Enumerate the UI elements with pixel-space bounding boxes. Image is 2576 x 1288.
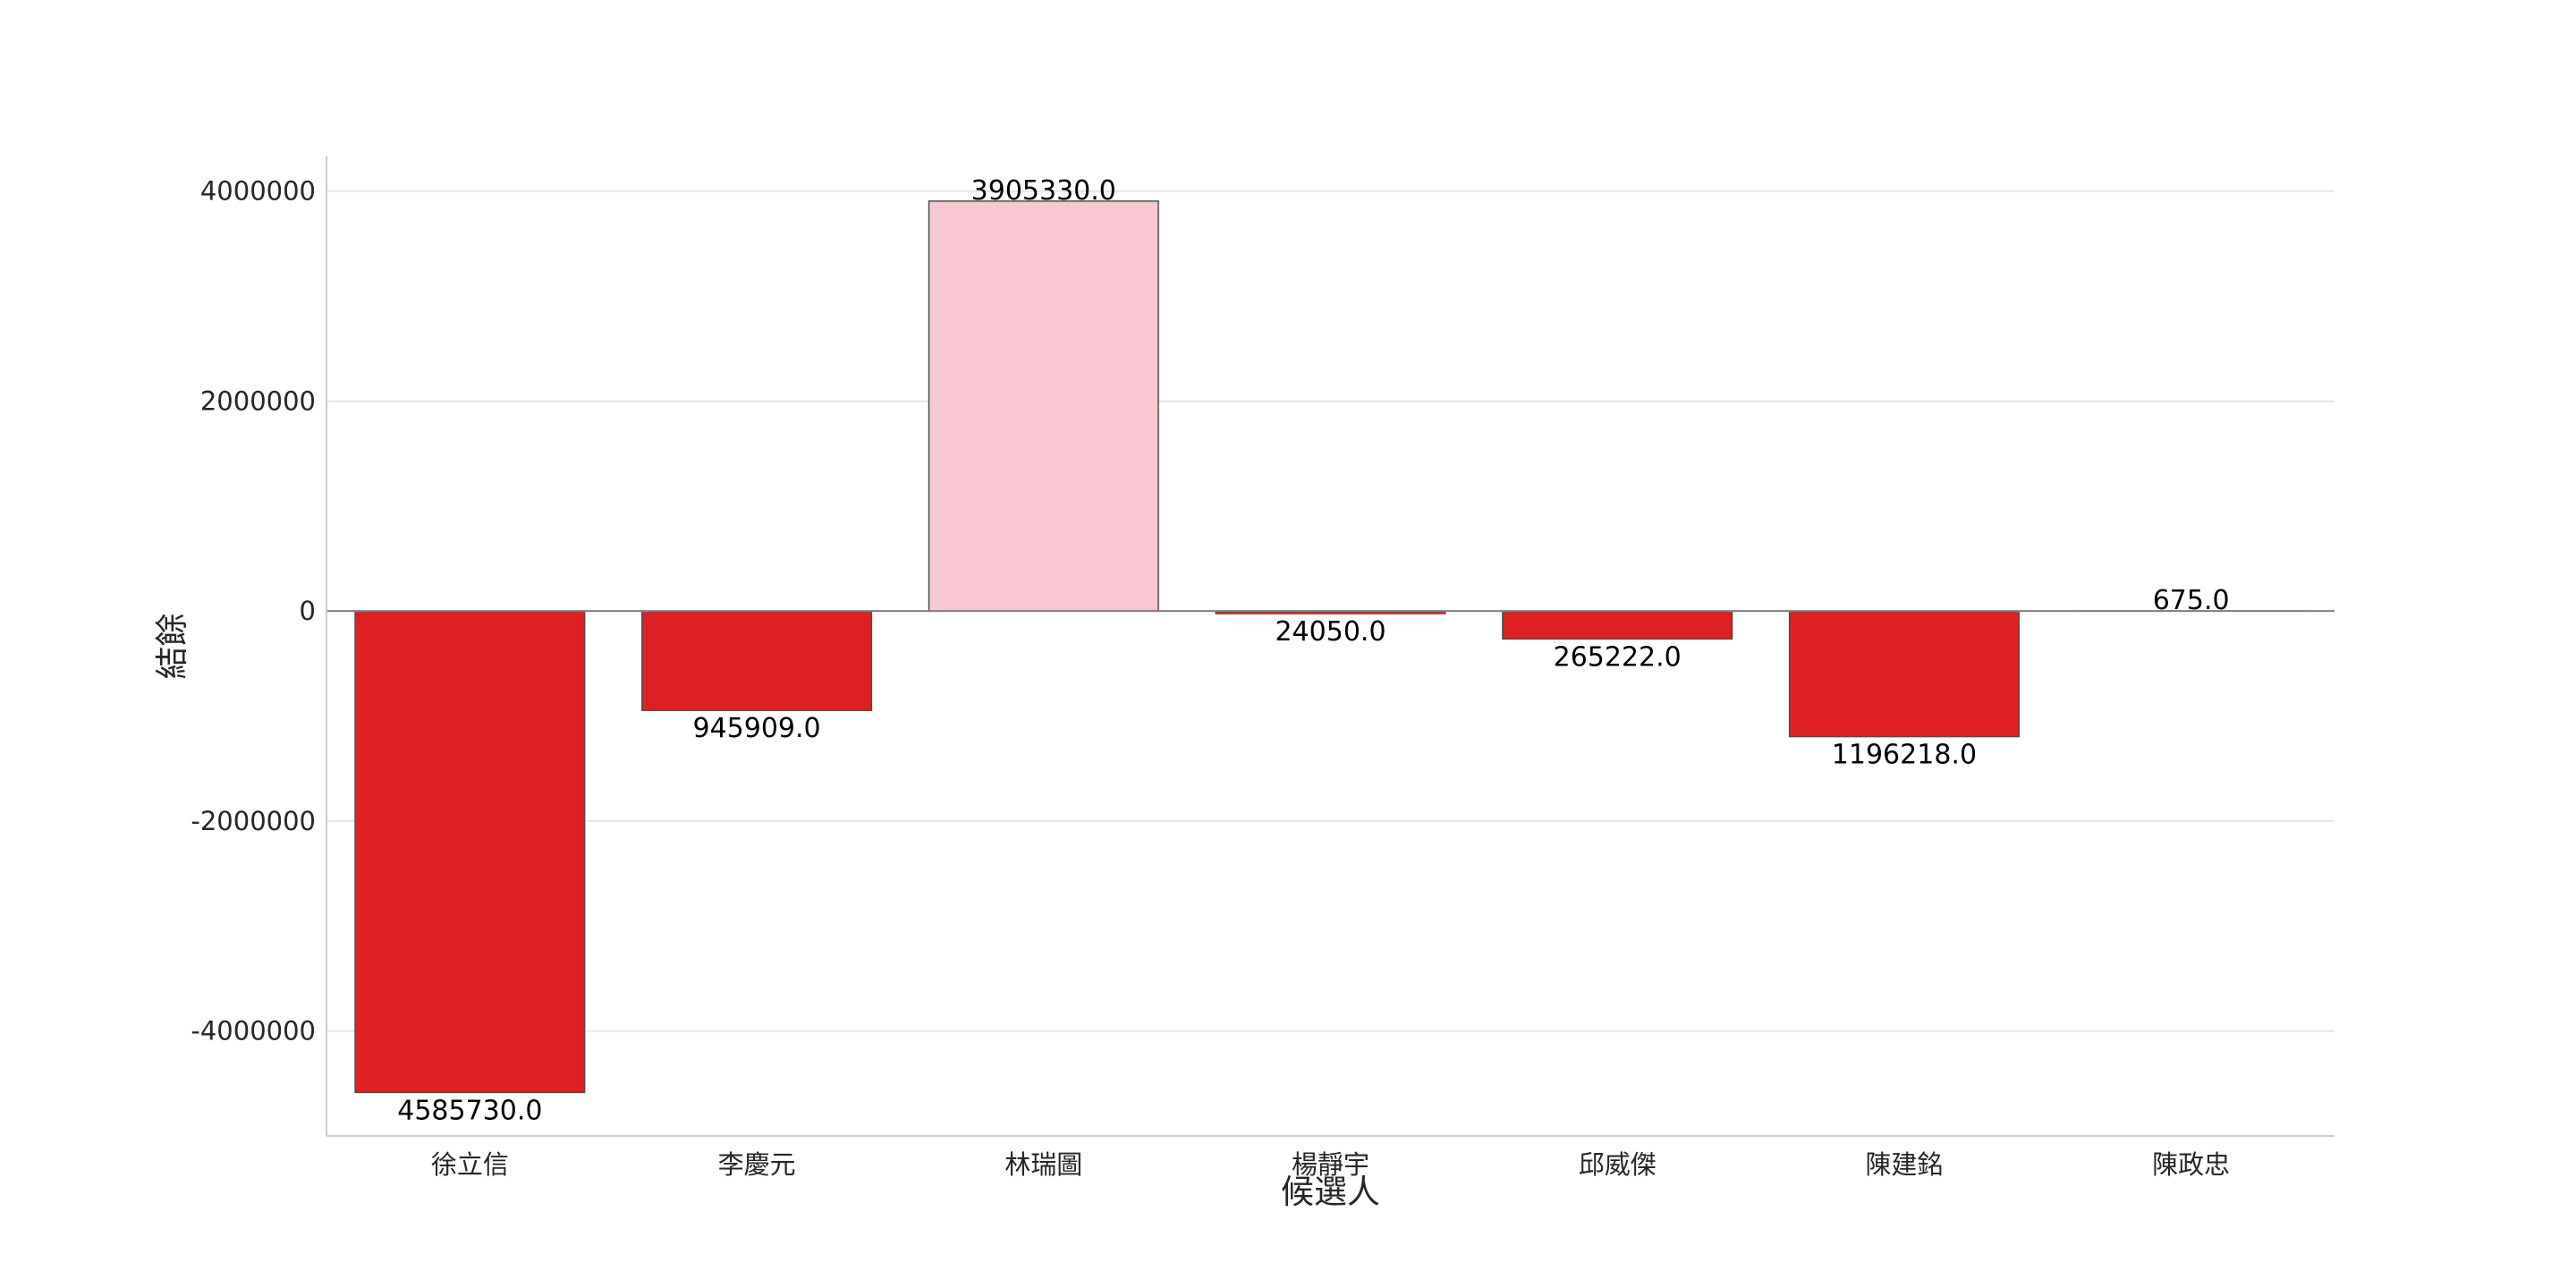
data-label: 4585730.0 <box>397 1095 542 1126</box>
x-tick-label: 李慶元 <box>718 1149 796 1180</box>
x-axis-ticks: 徐立信 李慶元 林瑞圖 楊靜宇 邱威傑 陳建銘 陳政忠 <box>431 1149 2230 1180</box>
y-axis-title: 結餘 <box>153 614 191 680</box>
bar <box>928 200 1159 612</box>
x-tick-label: 邱威傑 <box>1579 1149 1657 1180</box>
y-axis-ticks: -4000000 -2000000 0 2000000 4000000 <box>191 176 316 1046</box>
y-tick-label: 4000000 <box>200 176 316 207</box>
x-tick-label: 林瑞圖 <box>1004 1149 1082 1180</box>
y-tick-label: -4000000 <box>191 1016 316 1046</box>
data-label: 945909.0 <box>692 713 820 744</box>
x-axis-title: 候選人 <box>1281 1173 1380 1211</box>
x-tick-label: 楊靜宇 <box>1292 1149 1369 1180</box>
data-label: 24050.0 <box>1275 616 1385 648</box>
data-label: 3905330.0 <box>971 175 1116 207</box>
bar <box>1788 610 2020 738</box>
x-tick-label: 陳建銘 <box>1865 1149 1943 1180</box>
y-tick-label: 0 <box>300 596 316 626</box>
bar <box>1502 610 1733 640</box>
data-label: 1196218.0 <box>1832 740 1977 771</box>
x-tick-label: 陳政忠 <box>2152 1149 2230 1180</box>
y-tick-label: 2000000 <box>200 386 316 416</box>
bars <box>354 200 2307 1094</box>
bar <box>641 610 873 711</box>
data-label: 265222.0 <box>1554 641 1682 673</box>
x-tick-label: 徐立信 <box>431 1149 509 1180</box>
data-labels: 4585730.0 945909.0 3905330.0 24050.0 265222.… <box>397 175 2229 1127</box>
y-tick-label: -2000000 <box>191 806 316 836</box>
bar <box>354 610 586 1094</box>
